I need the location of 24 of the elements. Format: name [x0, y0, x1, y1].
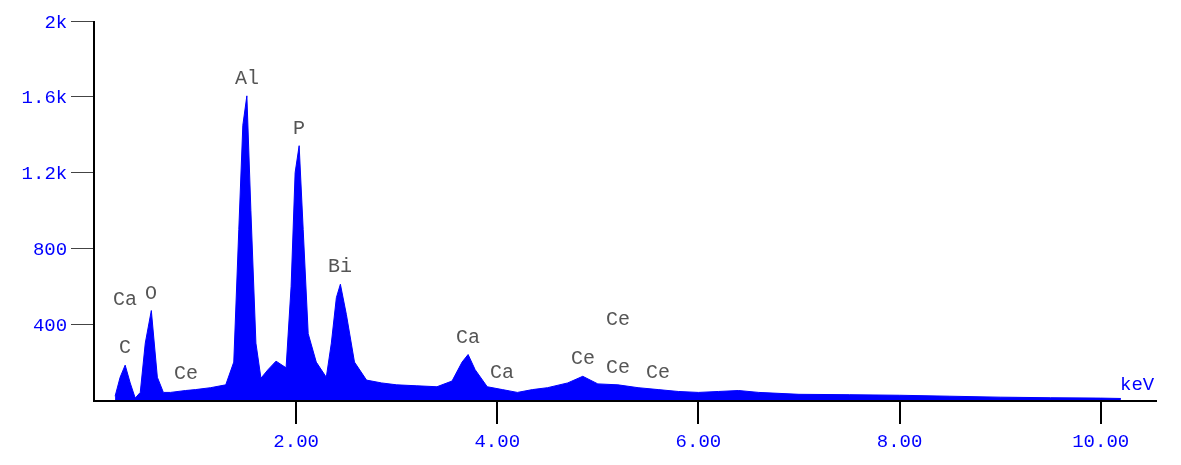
annotation: Ce — [646, 361, 671, 384]
annotation: Ca — [113, 288, 138, 311]
x-axis-title: keV — [1120, 374, 1155, 396]
y-tick-label: 1.6k — [21, 87, 68, 110]
annotation: P — [293, 117, 306, 140]
x-tick-label: 10.00 — [1072, 430, 1130, 453]
annotation: Ce — [174, 362, 199, 385]
annotation: Bi — [328, 255, 353, 278]
x-tick-label: 8.00 — [876, 430, 923, 453]
x-tick-label: 6.00 — [675, 430, 722, 453]
annotation: C — [119, 336, 132, 359]
annotation: Al — [235, 67, 260, 90]
annotation: Ce — [571, 347, 596, 370]
annotation: Ca — [456, 326, 481, 349]
x-tick-label: 2.00 — [273, 430, 319, 453]
y-tick-label: 800 — [32, 239, 68, 262]
y-tick-label: 400 — [32, 314, 68, 337]
y-tick-label: 1.2k — [21, 163, 68, 186]
x-tick-label: 4.00 — [474, 430, 521, 453]
y-tick-label: 2k — [44, 11, 68, 34]
annotation: Ce — [606, 308, 631, 331]
annotation: O — [145, 282, 158, 305]
annotation: Ce — [606, 356, 631, 379]
annotation: Ca — [490, 361, 515, 384]
